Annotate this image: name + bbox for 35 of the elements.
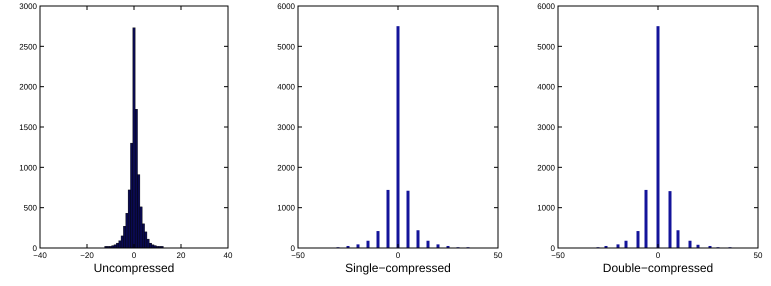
y-tick-label: 6000: [277, 2, 296, 11]
x-tick-label: −50: [291, 251, 306, 260]
y-tick-label: 3000: [277, 123, 296, 132]
x-tick-label: 20: [176, 251, 186, 260]
y-tick-label: 3000: [19, 2, 38, 11]
x-tick-label: 50: [494, 251, 503, 260]
y-tick-label: 2000: [537, 163, 556, 172]
y-tick-label: 5000: [277, 42, 296, 52]
y-tick-label: 1000: [277, 204, 296, 213]
y-tick-label: 2500: [19, 42, 38, 52]
y-tick-label: 0: [32, 244, 38, 253]
x-axis-title: Uncompressed: [94, 261, 174, 275]
y-tick-label: 4000: [277, 82, 296, 92]
x-tick-label: 50: [754, 251, 763, 260]
y-tick-label: 500: [24, 204, 38, 213]
y-tick-label: 2000: [19, 82, 38, 92]
x-tick-label: 0: [132, 251, 137, 260]
y-tick-label: 0: [550, 244, 556, 253]
x-tick-label: 0: [396, 251, 401, 260]
y-tick-label: 3000: [537, 123, 556, 132]
y-tick-label: 6000: [537, 2, 556, 11]
y-tick-label: 0: [290, 244, 296, 253]
y-tick-label: 4000: [537, 82, 556, 92]
x-tick-label: −40: [33, 251, 48, 260]
x-tick-label: −50: [551, 251, 566, 260]
x-axis-title: Single−compressed: [345, 261, 451, 275]
y-tick-label: 1000: [537, 204, 556, 213]
x-tick-label: −20: [80, 251, 94, 260]
y-tick-label: 5000: [537, 42, 556, 52]
y-tick-label: 1500: [19, 123, 38, 132]
x-axis-title: Double−compressed: [602, 261, 714, 275]
x-tick-label: 40: [224, 251, 233, 260]
y-tick-label: 2000: [277, 163, 296, 172]
x-tick-label: 0: [656, 251, 661, 260]
y-tick-label: 1000: [19, 163, 38, 172]
